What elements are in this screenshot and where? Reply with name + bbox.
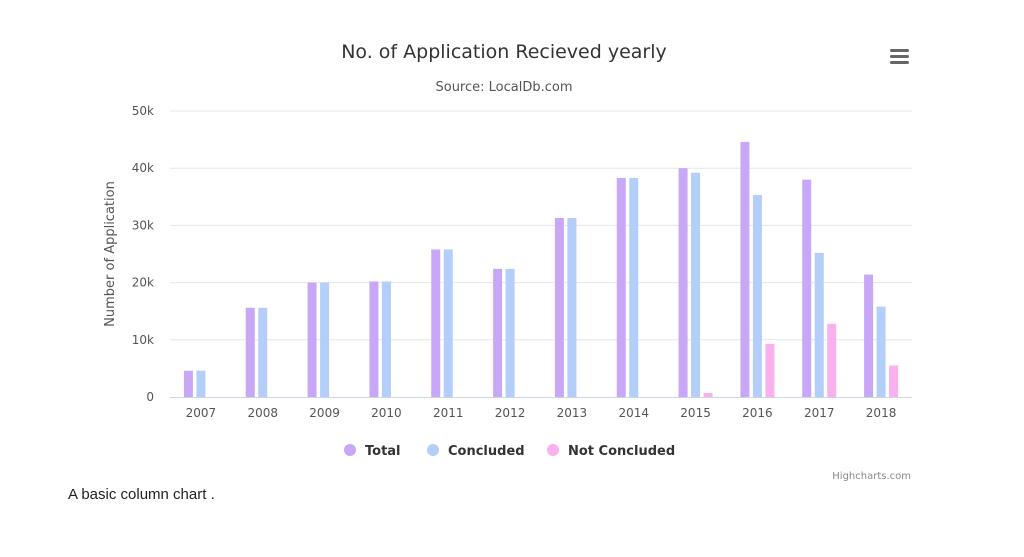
x-tick-label: 2016	[742, 406, 773, 420]
x-tick-label: 2017	[804, 406, 835, 420]
bar-concluded[interactable]	[814, 252, 824, 397]
bar-concluded[interactable]	[320, 282, 330, 397]
bar-total[interactable]	[740, 141, 750, 397]
bar-concluded[interactable]	[876, 306, 886, 397]
bar-total[interactable]	[245, 307, 255, 397]
y-tick-label: 30k	[132, 218, 154, 232]
y-tick-label: 50k	[132, 104, 154, 118]
bar-concluded[interactable]	[505, 268, 515, 397]
legend-item-not-concluded[interactable]: Not Concluded	[547, 444, 675, 459]
bar-not-concluded[interactable]	[765, 343, 775, 397]
y-axis-title: Number of Application	[103, 181, 118, 327]
bar-total[interactable]	[864, 274, 874, 397]
bar-total[interactable]	[493, 268, 503, 397]
legend: Total Concluded Not Concluded	[344, 444, 675, 459]
bar-concluded[interactable]	[443, 249, 453, 397]
x-tick-label: 2015	[680, 406, 711, 420]
legend-label: Concluded	[448, 444, 525, 459]
bar-not-concluded[interactable]	[703, 392, 713, 397]
grid-lines	[170, 110, 912, 341]
x-tick-label: 2018	[866, 406, 897, 420]
bar-total[interactable]	[678, 168, 688, 397]
legend-marker	[547, 444, 559, 456]
legend-item-concluded[interactable]: Concluded	[427, 444, 525, 459]
bar-total[interactable]	[431, 249, 441, 397]
bar-concluded[interactable]	[752, 195, 762, 397]
legend-label: Not Concluded	[568, 444, 675, 459]
bar-not-concluded[interactable]	[889, 365, 899, 397]
legend-item-total[interactable]: Total	[344, 444, 401, 459]
x-tick-label: 2008	[247, 406, 278, 420]
bar-not-concluded[interactable]	[827, 323, 837, 397]
x-tick-label: 2007	[186, 406, 217, 420]
bar-concluded[interactable]	[629, 177, 639, 397]
chart-subtitle: Source: LocalDb.com	[435, 80, 572, 95]
bars	[183, 141, 899, 397]
bar-total[interactable]	[183, 370, 193, 397]
legend-marker	[344, 444, 356, 456]
hamburger-menu-icon[interactable]	[884, 44, 916, 70]
credits-link[interactable]: Highcharts.com	[832, 471, 911, 482]
bar-total[interactable]	[307, 282, 317, 397]
bar-total[interactable]	[802, 179, 812, 397]
chart-title: No. of Application Recieved yearly	[341, 41, 667, 63]
x-tick-label: 2011	[433, 406, 464, 420]
y-tick-label: 0	[146, 390, 154, 404]
x-tick-label: 2012	[495, 406, 526, 420]
bar-concluded[interactable]	[381, 281, 391, 397]
bar-total[interactable]	[369, 281, 379, 397]
legend-marker	[427, 444, 439, 456]
bar-concluded[interactable]	[196, 370, 206, 397]
x-tick-label: 2013	[557, 406, 588, 420]
y-tick-label: 40k	[132, 161, 154, 175]
x-tick-label: 2010	[371, 406, 402, 420]
y-tick-label: 20k	[132, 276, 154, 290]
bar-total[interactable]	[616, 177, 626, 397]
legend-label: Total	[365, 444, 401, 459]
bar-concluded[interactable]	[567, 217, 577, 397]
x-axis: 2007 2008 2009 2010 2011 2012 2013 2014 2015 2016…	[170, 397, 912, 420]
bar-total[interactable]	[554, 217, 564, 397]
y-tick-label: 10k	[132, 333, 154, 347]
y-axis: 0 10k 20k 30k 40k 50k	[132, 104, 154, 404]
chart-caption: A basic column chart .	[68, 486, 215, 503]
bar-concluded[interactable]	[258, 307, 268, 397]
bar-concluded[interactable]	[691, 172, 701, 397]
x-tick-label: 2014	[618, 406, 649, 420]
x-tick-label: 2009	[309, 406, 340, 420]
